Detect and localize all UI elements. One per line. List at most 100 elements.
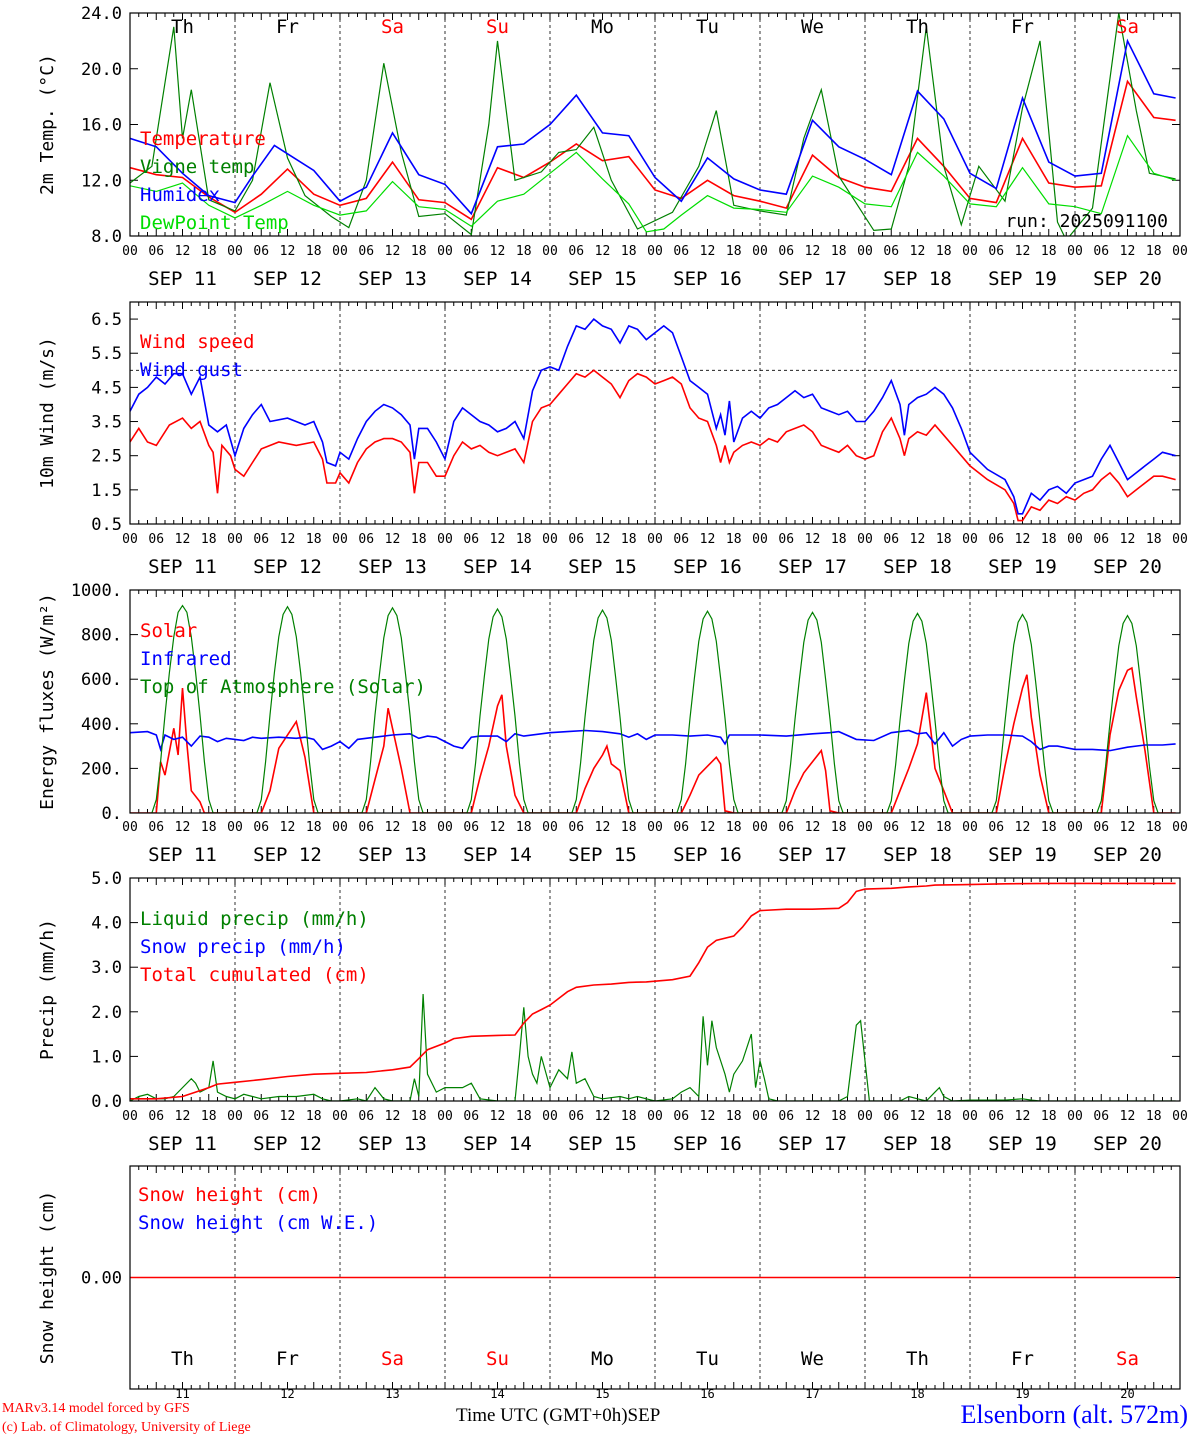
hour-label: 06 [358, 820, 374, 835]
legend-entry: Snow precip (mm/h) [140, 936, 346, 958]
y-tick-label: 6.5 [91, 310, 122, 330]
y-tick-label: 3.0 [91, 958, 122, 978]
day-name: We [801, 1348, 824, 1370]
y-tick-label: 2.5 [91, 447, 122, 467]
hour-label: 00 [437, 244, 453, 259]
legend-entry: Snow height (cm) [138, 1184, 321, 1206]
hour-label: 12 [805, 820, 821, 835]
day-name: Tu [696, 1348, 719, 1370]
hour-label: 06 [148, 1109, 164, 1124]
hour-label: 00 [857, 244, 873, 259]
hour-label: 12 [700, 1109, 716, 1124]
y-axis-title: 10m Wind (m/s) [37, 337, 58, 489]
hour-label: 00 [542, 1109, 558, 1124]
legend-entry: Liquid precip (mm/h) [140, 908, 369, 930]
hour-label: 12 [385, 1109, 401, 1124]
date-label: SEP 12 [253, 844, 322, 866]
date-label: SEP 18 [883, 268, 952, 290]
hour-label: 18 [201, 532, 217, 547]
y-axis-title: 2m Temp. (°C) [37, 54, 58, 195]
hour-label: 18 [411, 244, 427, 259]
day-name: Sa [381, 16, 404, 38]
hour-label: 18 [831, 1109, 847, 1124]
hour-label: 06 [568, 1109, 584, 1124]
hour-label: 06 [463, 820, 479, 835]
date-label: SEP 20 [1093, 1133, 1162, 1155]
day-name: We [801, 16, 824, 38]
date-label: SEP 16 [673, 556, 742, 578]
date-label: SEP 19 [988, 844, 1057, 866]
legend-entry: Top of Atmosphere (Solar) [140, 676, 426, 698]
hour-label: 06 [463, 532, 479, 547]
hour-label: 12 [490, 820, 506, 835]
hour-label: 06 [463, 244, 479, 259]
hour-label: 06 [673, 532, 689, 547]
hour-label: 06 [358, 244, 374, 259]
date-label: SEP 17 [778, 268, 847, 290]
y-axis-title: Energy fluxes (W/m²) [37, 593, 58, 810]
hour-label: 00 [1172, 820, 1188, 835]
hour-label: 18 [306, 244, 322, 259]
hour-label: 12 [1015, 820, 1031, 835]
hour-label: 00 [1067, 820, 1083, 835]
hour-label: 12 [175, 244, 191, 259]
hour-label: 12 [1015, 244, 1031, 259]
hour-label: 18 [621, 820, 637, 835]
series-line-solar [130, 666, 1176, 813]
hour-label: 00 [227, 532, 243, 547]
hour-label: 12 [910, 244, 926, 259]
y-tick-label: 16.0 [81, 116, 122, 136]
hour-label: 06 [1093, 244, 1109, 259]
date-label: SEP 15 [568, 1133, 637, 1155]
hour-label: 00 [857, 820, 873, 835]
hour-label: 18 [201, 820, 217, 835]
hour-label: 00 [332, 532, 348, 547]
day-name: Sa [381, 1348, 404, 1370]
series-line-wind-speed [130, 369, 1176, 522]
hour-label: 06 [148, 532, 164, 547]
day-name: Fr [1011, 1348, 1034, 1370]
legend-entry: Total cumulated (cm) [140, 964, 369, 986]
y-tick-label: 1.0 [91, 1047, 122, 1067]
hour-label: 06 [778, 532, 794, 547]
hour-label: 18 [1146, 820, 1162, 835]
day-name: Th [171, 1348, 194, 1370]
station-name: Elsenborn (alt. 572m) [960, 1400, 1188, 1429]
hour-label: 06 [568, 244, 584, 259]
date-label: SEP 13 [358, 844, 427, 866]
day-number: 18 [910, 1387, 924, 1401]
series-line-temperature [130, 79, 1176, 221]
hour-label: 12 [595, 532, 611, 547]
lab-credit: (c) Lab. of Climatology, University of L… [2, 1420, 251, 1435]
y-tick-label: 5.0 [91, 869, 122, 889]
date-label: SEP 11 [148, 268, 217, 290]
hour-label: 12 [280, 1109, 296, 1124]
y-tick-label: 0.5 [91, 515, 122, 535]
series-line-vigne-temp [130, 13, 1176, 236]
hour-label: 12 [280, 532, 296, 547]
date-label: SEP 12 [253, 556, 322, 578]
hour-label: 12 [805, 532, 821, 547]
hour-label: 00 [122, 244, 138, 259]
y-tick-label: 1000. [71, 581, 122, 601]
x-axis-title: Time UTC (GMT+0h) [456, 1405, 628, 1426]
series-line-infrared [130, 729, 1176, 753]
hour-label: 00 [542, 820, 558, 835]
hour-label: 06 [253, 532, 269, 547]
series-line-dewpoint-temp [130, 134, 1176, 233]
hour-label: 00 [647, 1109, 663, 1124]
hour-label: 12 [1120, 532, 1136, 547]
date-label: SEP 16 [673, 268, 742, 290]
hour-label: 00 [437, 1109, 453, 1124]
day-name: Fr [276, 16, 299, 38]
hour-label: 12 [805, 1109, 821, 1124]
date-label: SEP 17 [778, 844, 847, 866]
hour-label: 18 [936, 820, 952, 835]
hour-label: 18 [1041, 820, 1057, 835]
panel-frame [129, 589, 1181, 814]
legend-entry: Solar [140, 620, 197, 642]
y-tick-label: 1.5 [91, 481, 122, 501]
hour-label: 06 [568, 820, 584, 835]
y-tick-label: 8.0 [91, 227, 122, 247]
y-tick-label: 0.0 [91, 1092, 122, 1112]
